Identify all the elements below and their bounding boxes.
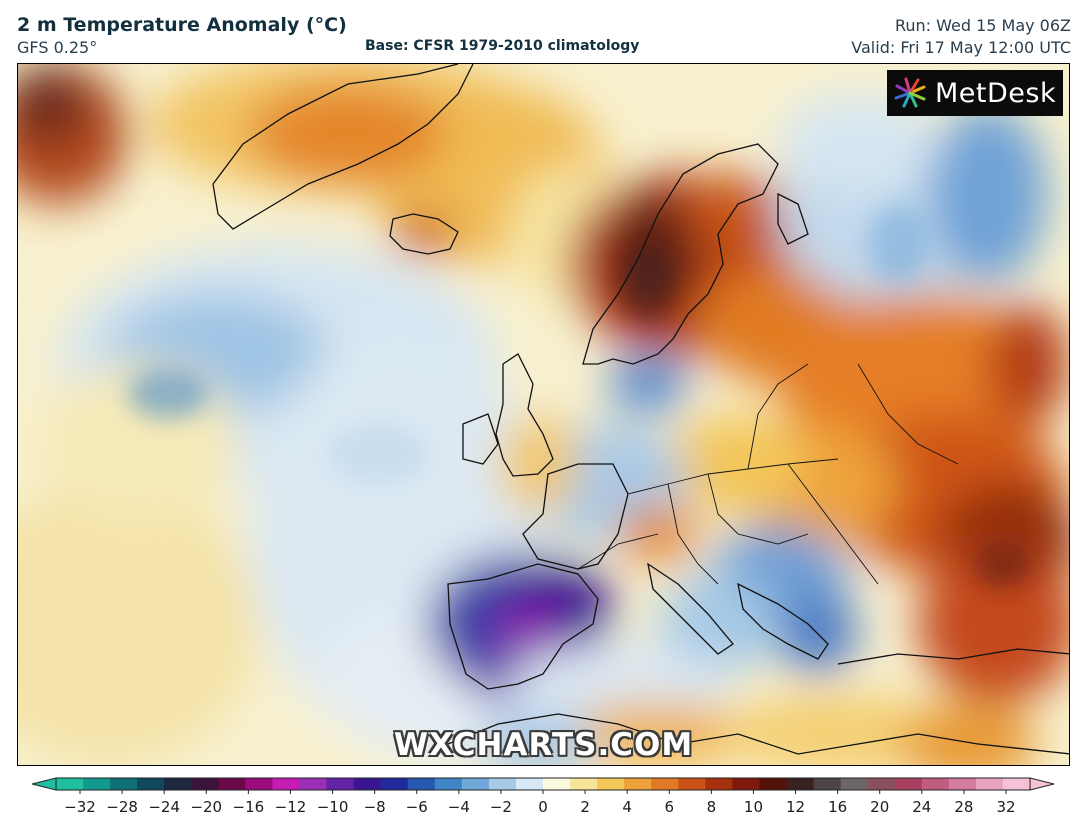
wxcharts-watermark: WXCHARTS.COM xyxy=(393,727,694,763)
colorbar-cell xyxy=(921,778,950,790)
colorbar-tick-label: 24 xyxy=(912,798,931,816)
colorbar-cell xyxy=(110,778,138,790)
colorbar-cell xyxy=(651,778,679,790)
colorbar-cell xyxy=(948,778,977,790)
colorbar-cell xyxy=(299,778,328,790)
coastlines xyxy=(212,64,1069,755)
colorbar-cell xyxy=(543,778,571,790)
colorbar-tick-label: −12 xyxy=(275,798,307,816)
colorbar-tick-label: −16 xyxy=(233,798,265,816)
colorbar-tick-label: 4 xyxy=(622,798,632,816)
colorbar-tick-label: 8 xyxy=(707,798,717,816)
borders xyxy=(577,363,959,585)
colorbar-cell xyxy=(407,778,436,790)
colorbar-min-arrow xyxy=(31,777,57,791)
colorbar-tick-label: 32 xyxy=(996,798,1015,816)
colorbar-max-arrow xyxy=(1029,777,1055,791)
colorbar-cell xyxy=(218,778,246,790)
colorbar-cell xyxy=(434,778,463,790)
balkans-coast xyxy=(737,582,829,660)
colorbar-cell xyxy=(461,778,490,790)
climatology-base-label: Base: CFSR 1979-2010 climatology xyxy=(365,38,640,54)
colorbar-tick-label: −2 xyxy=(490,798,512,816)
chart-title: 2 m Temperature Anomaly (°C) xyxy=(17,14,347,36)
colorbar-tick-label: 28 xyxy=(954,798,973,816)
colorbar-cell xyxy=(840,778,869,790)
colorbar-cell xyxy=(570,778,598,790)
colorbar-cell xyxy=(83,778,111,790)
colorbar-cell xyxy=(56,778,84,790)
colorbar-cell xyxy=(759,778,788,790)
colorbar-tick-label: −6 xyxy=(406,798,428,816)
colorbar-cells xyxy=(56,778,1031,790)
greenland-coast xyxy=(212,64,474,230)
turkey-coast xyxy=(837,648,1069,665)
anomaly-map: MetDesk WXCHARTS.COM xyxy=(17,63,1070,766)
north-africa-coast xyxy=(447,713,1069,755)
colorbar-cell xyxy=(353,778,382,790)
colorbar-cell xyxy=(380,778,409,790)
great-britain-coast xyxy=(495,353,554,477)
colorbar-cell xyxy=(137,778,165,790)
run-time-label: Run: Wed 15 May 06Z xyxy=(894,16,1071,35)
colorbar-cell xyxy=(326,778,355,790)
colorbar-ticks: −32 −28 −24 −20 −16 −12 −10 −8 −6 −4 −2 0 2 4 6 8 10 12 16… xyxy=(64,790,1016,816)
italy-coast xyxy=(647,562,734,655)
france-coast xyxy=(522,463,629,570)
colorbar-cell xyxy=(813,778,842,790)
colorbar-cell xyxy=(678,778,706,790)
colorbar-cell xyxy=(164,778,192,790)
anomaly-field xyxy=(18,64,1069,765)
model-label: GFS 0.25° xyxy=(17,38,98,57)
colorbar-cell xyxy=(1002,778,1031,790)
colorbar-tick-label: 2 xyxy=(580,798,590,816)
colorbar-tick-label: 6 xyxy=(664,798,674,816)
metdesk-pinwheel-icon xyxy=(894,77,926,108)
valid-time-label: Valid: Fri 17 May 12:00 UTC xyxy=(851,38,1071,57)
anomaly-detail xyxy=(128,204,1033,589)
colorbar-cell xyxy=(488,778,517,790)
colorbar-cell xyxy=(245,778,274,790)
colorbar-tick-label: 16 xyxy=(828,798,847,816)
colorbar-tick-label: 0 xyxy=(538,798,548,816)
colorbar-cell xyxy=(786,778,815,790)
colorbar: −32 −28 −24 −20 −16 −12 −10 −8 −6 −4 −2 0 2 4 6 8 10 12 16… xyxy=(31,777,1055,816)
colorbar-cell xyxy=(515,778,544,790)
colorbar-cell xyxy=(624,778,652,790)
colorbar-cell xyxy=(867,778,896,790)
colorbar-cell xyxy=(894,778,923,790)
colorbar-cell xyxy=(272,778,301,790)
colorbar-cell xyxy=(191,778,219,790)
colorbar-tick-label: −4 xyxy=(448,798,470,816)
colorbar-tick-label: 20 xyxy=(870,798,889,816)
anomaly-blobs xyxy=(18,64,1069,765)
white-sea-coast xyxy=(777,192,809,245)
colorbar-tick-label: 10 xyxy=(744,798,763,816)
colorbar-tick-label: −20 xyxy=(190,798,222,816)
colorbar-cell xyxy=(597,778,625,790)
scandinavia-coast xyxy=(582,143,779,365)
colorbar-tick-label: −32 xyxy=(64,798,96,816)
colorbar-tick-label: −24 xyxy=(148,798,180,816)
colorbar-tick-label: −28 xyxy=(106,798,138,816)
iberia-coast xyxy=(447,563,599,690)
ireland-coast xyxy=(462,413,499,465)
colorbar-cell xyxy=(732,778,761,790)
metdesk-logo: MetDesk xyxy=(887,70,1063,116)
colorbar-tick-label: −8 xyxy=(364,798,386,816)
colorbar-cell xyxy=(975,778,1004,790)
iceland-coast xyxy=(389,213,459,255)
metdesk-logo-text: MetDesk xyxy=(935,77,1057,109)
colorbar-tick-label: 12 xyxy=(786,798,805,816)
colorbar-tick-label: −10 xyxy=(317,798,349,816)
colorbar-cell xyxy=(705,778,733,790)
